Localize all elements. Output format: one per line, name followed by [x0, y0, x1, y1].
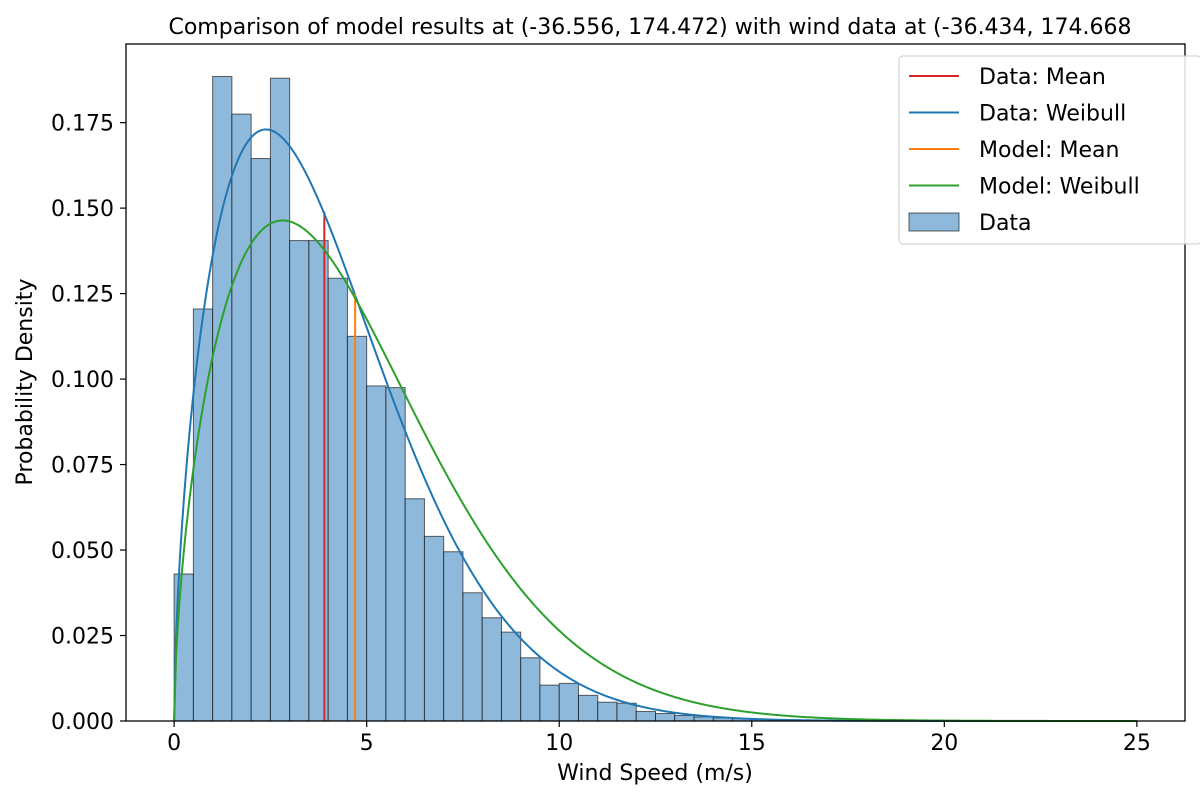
chart-title: Comparison of model results at (-36.556,… — [168, 15, 1131, 40]
y-tick-label: 0.050 — [51, 539, 114, 564]
x-axis-ticks: 0 5 10 15 20 25 — [167, 721, 1151, 756]
histogram-bar — [500, 631, 522, 722]
y-axis-ticks: 0.000 0.025 0.050 0.075 0.100 0.125 0.150 0.175 — [51, 112, 126, 735]
histogram-bar — [212, 75, 233, 722]
histogram-bar — [250, 158, 271, 722]
x-tick-label: 25 — [1123, 731, 1151, 756]
histogram-bar — [346, 335, 368, 722]
histogram-bar — [443, 551, 464, 722]
histogram-bar — [577, 694, 599, 722]
x-axis-label: Wind Speed (m/s) — [557, 761, 753, 786]
legend-label: Data: Mean — [979, 65, 1106, 90]
plot-frame — [125, 43, 1186, 722]
histogram-bar — [327, 277, 348, 722]
histogram-bars — [173, 75, 945, 722]
histogram-bar — [289, 240, 310, 722]
legend: Data: Mean Data: Weibull Model: Mean Model:… — [898, 55, 1200, 245]
histogram-bar — [539, 684, 560, 722]
x-tick-label: 10 — [545, 731, 573, 756]
y-axis-label: Probability Density — [13, 279, 38, 486]
histogram-bar — [269, 77, 291, 722]
legend-label: Data: Weibull — [979, 102, 1126, 127]
histogram-bar — [520, 657, 541, 722]
histogram-bar — [616, 702, 637, 722]
legend-label: Model: Weibull — [979, 175, 1140, 200]
y-tick-label: 0.125 — [51, 283, 114, 308]
histogram-bar — [481, 617, 502, 722]
histogram-bar — [366, 385, 387, 722]
y-tick-label: 0.075 — [51, 454, 114, 479]
histogram-bar — [597, 701, 618, 722]
legend-frame — [898, 55, 1200, 245]
histogram-bar — [635, 710, 657, 722]
histogram-bar — [385, 387, 406, 722]
histogram-bar — [423, 535, 445, 722]
histogram-bar — [558, 682, 579, 722]
histogram-bar — [655, 712, 676, 722]
y-tick-label: 0.150 — [51, 197, 114, 222]
x-tick-label: 5 — [360, 731, 374, 756]
legend-label: Model: Mean — [979, 138, 1119, 163]
histogram-bar — [231, 113, 252, 722]
histogram-bar — [404, 498, 425, 722]
legend-label: Data — [979, 211, 1032, 236]
x-tick-label: 0 — [167, 731, 181, 756]
legend-swatch — [908, 212, 960, 232]
x-tick-label: 15 — [738, 731, 766, 756]
y-tick-label: 0.100 — [51, 368, 114, 393]
x-tick-label: 20 — [930, 731, 958, 756]
y-tick-label: 0.000 — [51, 710, 114, 735]
histogram-bar — [674, 715, 695, 722]
histogram-bar — [462, 592, 483, 722]
y-tick-label: 0.175 — [51, 112, 114, 137]
y-tick-label: 0.025 — [51, 625, 114, 650]
